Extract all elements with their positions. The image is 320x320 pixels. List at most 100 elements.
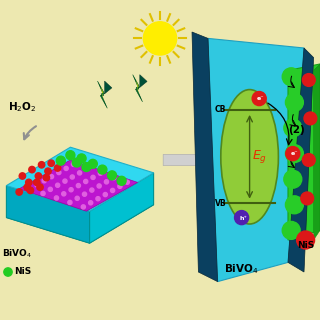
Text: h⁺: h⁺: [239, 216, 247, 220]
Circle shape: [284, 119, 302, 137]
Circle shape: [27, 187, 34, 194]
Circle shape: [54, 196, 59, 200]
Circle shape: [88, 159, 97, 168]
Text: CB: CB: [215, 105, 227, 114]
Circle shape: [282, 68, 300, 86]
Circle shape: [98, 171, 102, 175]
Circle shape: [41, 191, 45, 196]
Circle shape: [125, 180, 129, 184]
Text: $E_g$: $E_g$: [252, 148, 267, 164]
Circle shape: [103, 193, 108, 196]
Ellipse shape: [221, 90, 278, 224]
Text: e⁻: e⁻: [257, 96, 264, 101]
Circle shape: [34, 179, 40, 186]
Circle shape: [71, 162, 76, 166]
Circle shape: [82, 163, 91, 172]
Circle shape: [35, 173, 42, 179]
Circle shape: [285, 196, 303, 214]
Circle shape: [91, 175, 95, 180]
Polygon shape: [288, 48, 314, 272]
Circle shape: [66, 151, 75, 160]
Text: BiVO$_4$: BiVO$_4$: [224, 262, 259, 276]
Polygon shape: [136, 80, 139, 94]
Circle shape: [77, 154, 86, 163]
Circle shape: [38, 162, 45, 168]
Circle shape: [68, 200, 72, 204]
Circle shape: [108, 171, 116, 180]
Circle shape: [56, 156, 65, 165]
Polygon shape: [19, 160, 138, 211]
Circle shape: [96, 196, 100, 201]
Polygon shape: [90, 173, 154, 243]
Text: H$_2$O$_2$: H$_2$O$_2$: [8, 100, 36, 114]
Circle shape: [118, 184, 122, 188]
Polygon shape: [6, 179, 154, 243]
Circle shape: [98, 165, 107, 174]
Circle shape: [43, 174, 50, 181]
Circle shape: [35, 183, 39, 187]
Circle shape: [304, 112, 317, 125]
Circle shape: [56, 183, 60, 187]
Circle shape: [85, 167, 89, 171]
Circle shape: [29, 166, 35, 173]
Text: NiS: NiS: [298, 241, 315, 250]
Text: NiS: NiS: [14, 267, 32, 276]
Circle shape: [77, 171, 82, 175]
Polygon shape: [6, 147, 154, 211]
Polygon shape: [6, 186, 90, 243]
Circle shape: [286, 147, 300, 161]
Text: e⁻: e⁻: [291, 151, 298, 156]
Polygon shape: [133, 75, 142, 102]
Circle shape: [70, 175, 74, 179]
Polygon shape: [101, 86, 104, 101]
Circle shape: [42, 179, 46, 183]
Circle shape: [69, 188, 73, 192]
Circle shape: [284, 170, 302, 188]
Circle shape: [84, 180, 88, 184]
Circle shape: [50, 175, 54, 179]
Circle shape: [252, 92, 266, 106]
Circle shape: [285, 93, 303, 111]
Circle shape: [63, 179, 67, 183]
Polygon shape: [140, 75, 147, 87]
Polygon shape: [208, 38, 304, 282]
Text: VB: VB: [215, 199, 227, 208]
Circle shape: [301, 192, 314, 205]
Circle shape: [75, 196, 79, 200]
Circle shape: [37, 184, 43, 190]
Circle shape: [235, 211, 249, 225]
Circle shape: [81, 205, 85, 209]
Circle shape: [48, 187, 52, 191]
Circle shape: [110, 188, 115, 193]
Circle shape: [19, 173, 26, 179]
Polygon shape: [192, 32, 218, 282]
Text: (2): (2): [288, 125, 305, 135]
Circle shape: [28, 187, 32, 191]
Circle shape: [282, 221, 300, 239]
Circle shape: [64, 166, 68, 171]
Circle shape: [16, 189, 22, 195]
Polygon shape: [314, 64, 320, 240]
Circle shape: [4, 268, 12, 276]
Circle shape: [302, 154, 315, 166]
Circle shape: [76, 184, 81, 188]
Circle shape: [143, 22, 177, 55]
Circle shape: [89, 201, 93, 205]
Circle shape: [302, 74, 315, 86]
Circle shape: [83, 192, 87, 196]
FancyArrow shape: [163, 152, 208, 168]
Circle shape: [45, 168, 51, 174]
Polygon shape: [288, 64, 320, 240]
Circle shape: [117, 176, 126, 185]
Circle shape: [297, 231, 315, 249]
Circle shape: [24, 184, 30, 190]
Circle shape: [104, 180, 108, 184]
Polygon shape: [105, 81, 112, 94]
Polygon shape: [98, 81, 107, 108]
Circle shape: [112, 176, 116, 180]
Circle shape: [72, 158, 81, 167]
Circle shape: [57, 171, 61, 175]
Circle shape: [48, 160, 54, 166]
Circle shape: [90, 188, 94, 192]
Text: BiVO$_4$: BiVO$_4$: [2, 247, 32, 260]
